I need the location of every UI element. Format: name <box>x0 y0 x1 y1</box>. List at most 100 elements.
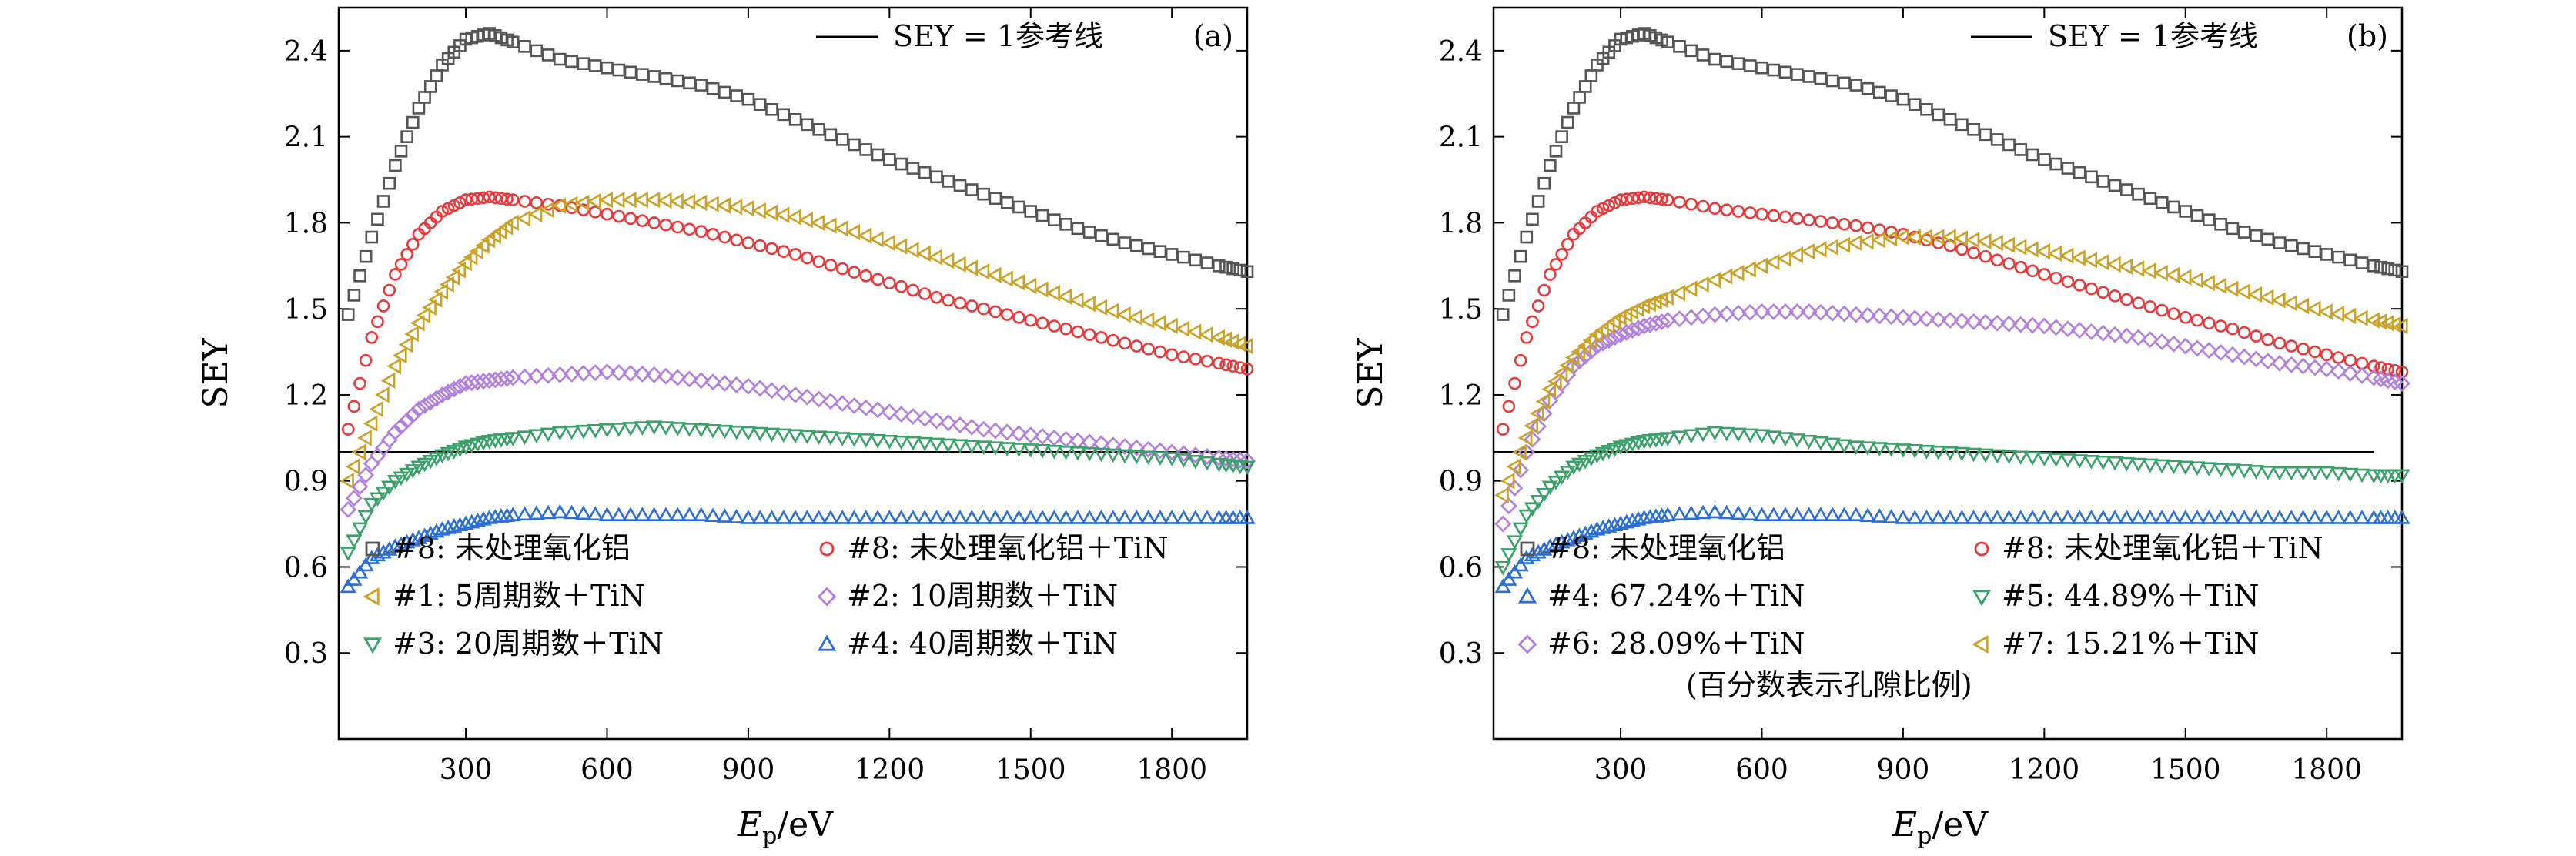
data-point-interp <box>2259 289 2274 306</box>
y-tick-label: 1.2 <box>1439 380 1483 412</box>
data-point <box>598 191 614 209</box>
data-point <box>2223 346 2241 363</box>
data-point <box>1165 348 1179 362</box>
data-point <box>459 193 473 206</box>
data-point-interp <box>1694 276 1709 293</box>
data-point <box>1520 230 1534 244</box>
data-point-interp <box>453 39 467 52</box>
data-point <box>1494 578 1511 594</box>
data-point <box>551 503 568 519</box>
data-point-interp <box>1671 285 1686 302</box>
data-point <box>834 395 851 413</box>
data-point-interp <box>577 57 590 70</box>
data-point-interp <box>527 367 545 385</box>
data-point-interp <box>812 123 825 136</box>
data-point-interp <box>1600 332 1618 349</box>
data-point-interp <box>1217 450 1235 467</box>
data-point-interp <box>1512 557 1529 572</box>
data-point-interp <box>751 380 769 397</box>
data-point-interp <box>516 210 531 227</box>
data-point-interp <box>916 245 931 262</box>
data-point-interp <box>1602 199 1616 212</box>
data-point <box>1800 243 1815 260</box>
data-point-interp <box>2285 239 2298 252</box>
data-point-interp <box>775 428 792 443</box>
data-point-interp <box>1506 480 1524 497</box>
data-point-interp <box>574 194 590 211</box>
data-point-interp <box>798 430 815 445</box>
data-point-interp <box>1765 303 1782 320</box>
data-point-interp <box>2073 166 2086 179</box>
data-point-interp <box>1224 450 1242 468</box>
data-point-interp <box>393 536 410 551</box>
data-point-interp <box>2061 275 2075 289</box>
data-point-interp <box>1012 200 1025 214</box>
data-point-interp <box>2250 329 2263 343</box>
data-point-interp <box>1718 305 1735 323</box>
data-point-interp <box>394 258 408 271</box>
data-point-interp <box>447 199 461 212</box>
data-point <box>1612 515 1629 530</box>
data-point-interp <box>446 518 463 533</box>
data-point-interp <box>353 376 366 390</box>
data-point-interp <box>2106 456 2123 471</box>
data-point <box>692 372 710 390</box>
data-point <box>1849 219 1863 232</box>
data-point <box>2129 457 2147 473</box>
data-point-interp <box>1743 59 1757 72</box>
data-point-interp <box>2142 510 2159 524</box>
data-point <box>2083 323 2100 340</box>
data-point-interp <box>1508 376 1521 390</box>
data-point-interp <box>2106 326 2123 343</box>
data-point-interp <box>2285 339 2298 353</box>
data-point-interp <box>451 517 469 532</box>
data-point-interp <box>2012 239 2027 256</box>
data-point-interp <box>1965 510 1982 524</box>
data-point-interp <box>1526 315 1539 329</box>
data-point-interp <box>1777 507 1794 522</box>
data-point-interp <box>2283 510 2300 524</box>
data-point-interp <box>2165 335 2183 353</box>
data-point-interp <box>1765 430 1782 445</box>
data-point-interp <box>2343 253 2357 267</box>
panel-label: (a) <box>1193 19 1233 53</box>
data-point <box>2083 510 2100 524</box>
data-point-interp <box>2332 250 2345 264</box>
data-point-interp <box>1977 448 1994 463</box>
data-point-interp <box>2071 322 2089 339</box>
data-point-interp <box>1524 502 1541 517</box>
data-point-interp <box>821 217 837 234</box>
data-point-interp <box>810 214 825 232</box>
data-point-interp <box>657 507 674 522</box>
data-point-interp <box>810 430 828 445</box>
legend-reference-label: SEY = 1参考线 <box>2048 19 2258 53</box>
data-point-interp <box>1741 506 1758 521</box>
series-2 <box>1496 190 2409 436</box>
data-point <box>341 423 355 436</box>
data-point <box>436 205 449 218</box>
data-point-interp <box>1873 85 1886 99</box>
data-point-interp <box>588 59 602 72</box>
data-point-interp <box>1508 269 1521 283</box>
chart-panel-b: 300 600 900 1200 1500 1800 0.3 0.6 0.9 1.2 1.5 1.8 2… <box>1351 6 2410 850</box>
data-point <box>365 331 379 344</box>
y-axis-title: SEY <box>196 337 236 408</box>
data-point-interp <box>1034 281 1049 298</box>
data-point-interp <box>1535 405 1553 423</box>
data-point-interp <box>2294 466 2312 481</box>
data-point-interp <box>858 433 875 448</box>
data-point-interp <box>610 364 627 382</box>
data-point-interp <box>2061 162 2075 175</box>
data-point <box>881 403 898 421</box>
data-point <box>975 440 992 456</box>
data-point <box>1990 133 2004 146</box>
chart-panel-a: 300 600 900 1200 1500 1800 0.3 0.6 0.9 1.2 1.5 1.8 2… <box>196 6 1256 850</box>
y-tick-label: 0.3 <box>1439 638 1483 670</box>
data-point-interp <box>371 315 384 329</box>
data-point-interp <box>1175 453 1193 468</box>
data-point-interp <box>916 436 933 452</box>
data-point <box>2176 269 2192 286</box>
data-point-interp <box>2059 453 2076 468</box>
y-tick-label: 1.8 <box>1439 208 1483 239</box>
